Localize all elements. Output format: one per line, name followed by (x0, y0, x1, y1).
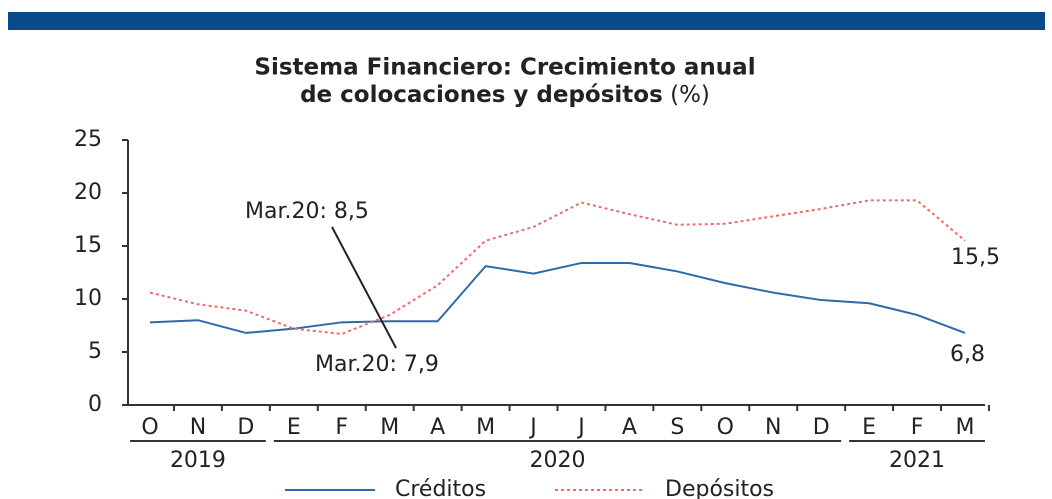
annotation: Mar.20: 7,9 (315, 352, 439, 377)
y-tick-label: 25 (74, 127, 102, 152)
header-bar (8, 12, 1045, 30)
annotation: Mar.20: 8,5 (245, 199, 369, 224)
x-tick-label: F (335, 415, 348, 440)
x-tick-label: O (717, 415, 734, 440)
chart-title: de colocaciones y depósitos (300, 82, 663, 108)
y-tick-label: 0 (88, 392, 102, 417)
title-unit: (%) (670, 82, 710, 108)
y-tick-label: 15 (74, 233, 102, 258)
series-line (149, 199, 966, 336)
annotation-pointer (331, 226, 397, 349)
y-tick-label: 10 (74, 286, 102, 311)
x-tick-label: M (476, 415, 495, 440)
x-tick-label: M (380, 415, 399, 440)
x-tick-label: O (141, 415, 158, 440)
x-tick-label: A (622, 415, 637, 440)
x-tick-label: D (237, 415, 254, 440)
chart-title: de colocaciones y depósitos (%) (300, 82, 710, 108)
annotation: 6,8 (950, 342, 985, 367)
x-tick-label: E (287, 415, 301, 440)
year-label: 2021 (889, 448, 945, 473)
y-tick-label: 20 (74, 180, 102, 205)
x-tick-label: S (670, 415, 684, 440)
x-tick-label: J (576, 415, 585, 440)
year-label: 2020 (530, 448, 586, 473)
x-tick-label: N (190, 415, 206, 440)
chart-title: Sistema Financiero: Crecimiento anual (254, 55, 755, 81)
series-line (149, 261, 966, 334)
annotation: 15,5 (951, 245, 1000, 270)
x-tick-label: E (862, 415, 876, 440)
x-tick-label: J (528, 415, 537, 440)
x-tick-label: F (911, 415, 924, 440)
legend-label: Créditos (395, 477, 486, 499)
y-tick-label: 5 (88, 339, 102, 364)
x-tick-label: M (956, 415, 975, 440)
legend-label: Depósitos (665, 477, 774, 499)
x-tick-label: A (430, 415, 445, 440)
x-tick-label: N (765, 415, 781, 440)
x-tick-label: D (813, 415, 830, 440)
year-label: 2019 (170, 448, 226, 473)
